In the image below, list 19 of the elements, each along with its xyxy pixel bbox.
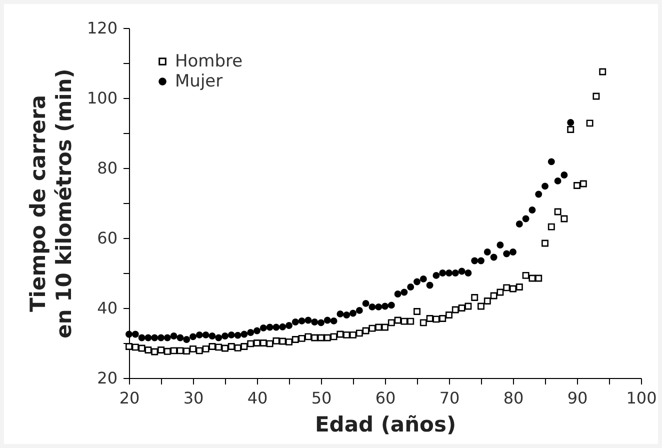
y-tick-label: 60	[97, 228, 118, 248]
x-axis-title: Edad (años)	[314, 412, 456, 436]
x-tick-label: 100	[626, 388, 657, 408]
x-tick-label: 30	[183, 388, 204, 408]
legend-label: Hombre	[175, 52, 243, 72]
y-tick-label: 120	[86, 18, 118, 38]
x-tick-label: 90	[567, 388, 588, 408]
y-tick-label: 40	[97, 298, 118, 318]
y-axis-title: Tiempo de carrera en 10 kilométros (min)	[26, 68, 76, 338]
x-tick-label: 70	[439, 388, 460, 408]
x-tick-label: 20	[119, 388, 140, 408]
x-tick-label: 50	[311, 388, 332, 408]
legend-label: Mujer	[175, 72, 223, 92]
y-tick-label: 100	[86, 88, 118, 108]
x-tick-label: 60	[375, 388, 396, 408]
x-tick-label: 40	[247, 388, 268, 408]
y-tick-label: 20	[97, 368, 118, 388]
y-tick-label: 80	[97, 158, 118, 178]
x-tick-label: 80	[503, 388, 524, 408]
